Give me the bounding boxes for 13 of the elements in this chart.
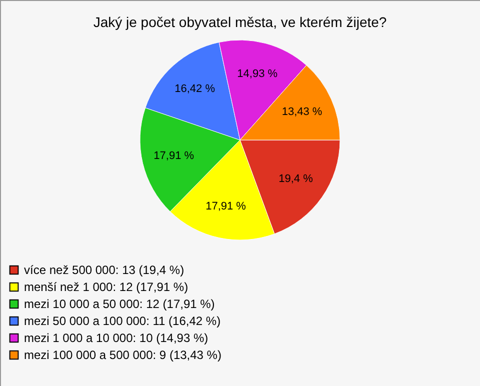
data-label: 14,93 %	[237, 68, 278, 80]
data-label: 19,4 %	[278, 172, 314, 185]
legend-label: mezi 10 000 a 50 000: 12 (17,91 %)	[24, 297, 215, 311]
data-label: 17,91 %	[154, 150, 194, 162]
legend-label: mezi 50 000 a 100 000: 11 (16,42 %)	[24, 314, 221, 328]
data-label: 13,43 %	[282, 106, 322, 118]
data-label: 17,91 %	[206, 200, 246, 212]
legend-label: menší než 1 000: 12 (17,91 %)	[24, 280, 188, 294]
legend-label: více než 500 000: 13 (19,4 %)	[24, 263, 184, 277]
legend-label: mezi 1 000 a 10 000: 10 (14,93 %)	[24, 331, 208, 345]
chart-title: Jaký je počet obyvatel města, ve kterém žijete?	[93, 14, 387, 30]
legend-label: mezi 100 000 a 500 000: 9 (13,43 %)	[24, 348, 222, 362]
data-label: 16,42 %	[174, 83, 216, 96]
